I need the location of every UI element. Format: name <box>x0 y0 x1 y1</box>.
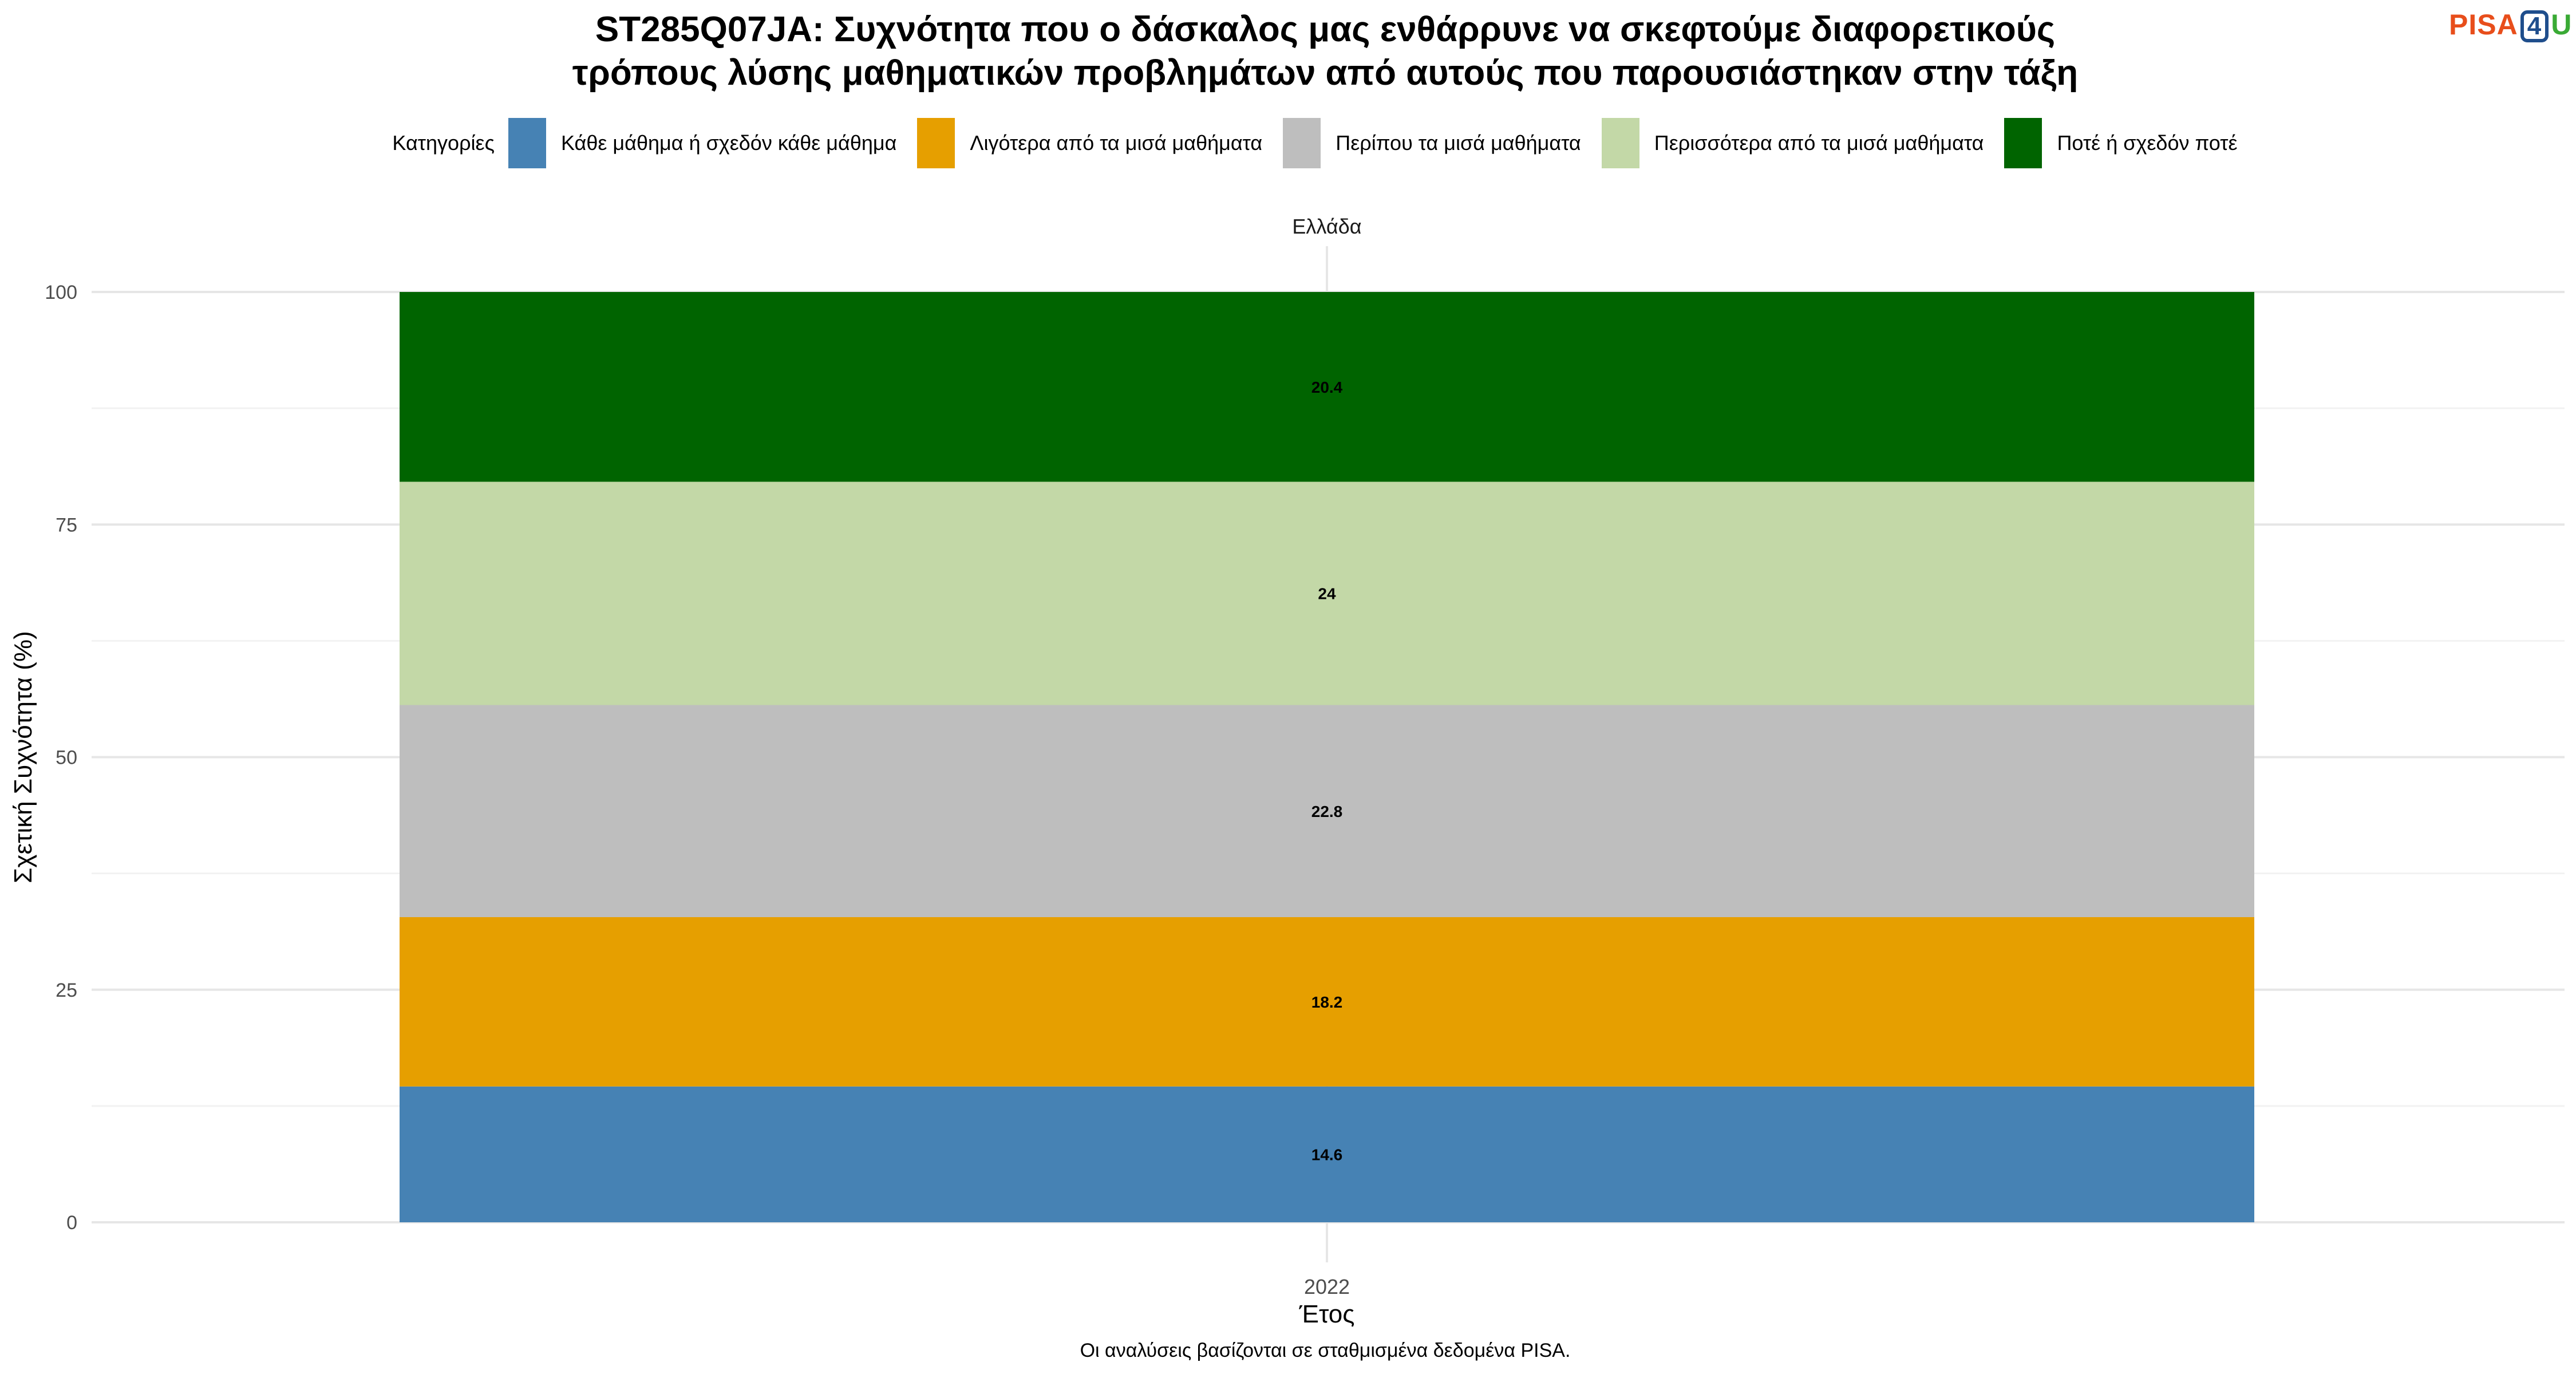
logo-text-4: 4 <box>2520 10 2549 42</box>
logo-text-pisa: PISA <box>2449 9 2518 41</box>
legend-swatch <box>2004 118 2042 168</box>
legend-title: Κατηγορίες <box>392 131 495 155</box>
logo-text-u: U <box>2551 9 2573 41</box>
bar-segment <box>400 917 2254 1087</box>
pisa4u-logo: PISA 4 U <box>2449 8 2572 42</box>
legend-swatch <box>1601 118 1639 168</box>
legend-item-every-lesson: Κάθε μάθημα ή σχεδόν κάθε μάθημα <box>508 118 896 168</box>
data-label: 22.8 <box>1311 803 1343 820</box>
legend-label: Λιγότερα από τα μισά μαθήματα <box>970 131 1263 155</box>
title-line-2: τρόπους λύσης μαθηματικών προβλημάτων απ… <box>572 53 2079 93</box>
legend-item-never: Ποτέ ή σχεδόν ποτέ <box>2004 118 2238 168</box>
legend-swatch <box>508 118 546 168</box>
legend-label: Κάθε μάθημα ή σχεδόν κάθε μάθημα <box>560 131 897 155</box>
data-label: 18.2 <box>1311 993 1343 1011</box>
legend-item-less-than-half: Λιγότερα από τα μισά μαθήματα <box>917 118 1262 168</box>
title-line-1: ST285Q07JA: Συχνότητα που ο δάσκαλος μας… <box>595 10 2056 49</box>
bar-segment <box>400 1086 2254 1222</box>
y-tick-label: 25 <box>56 980 77 1001</box>
data-label: 24 <box>1318 585 1336 603</box>
legend-label: Περίπου τα μισά μαθήματα <box>1336 131 1581 155</box>
bar-segment <box>400 481 2254 705</box>
data-label: 20.4 <box>1311 378 1343 396</box>
facet-label: Ελλάδα <box>1292 215 1361 238</box>
y-tick-label: 0 <box>66 1212 77 1234</box>
legend-label: Ποτέ ή σχεδόν ποτέ <box>2057 131 2238 155</box>
legend-item-about-half: Περίπου τα μισά μαθήματα <box>1283 118 1581 168</box>
legend-swatch <box>1283 118 1321 168</box>
x-tick-label: 2022 <box>1304 1275 1350 1298</box>
legend-label: Περισσότερα από τα μισά μαθήματα <box>1654 131 1984 155</box>
y-tick-label: 100 <box>45 282 77 303</box>
chart-title: ST285Q07JA: Συχνότητα που ο δάσκαλος μας… <box>0 8 2576 95</box>
bar-segment <box>400 705 2254 917</box>
data-label: 14.6 <box>1311 1146 1343 1163</box>
y-axis-title: Σχετική Συχνότητα (%) <box>9 631 37 883</box>
bar-segment <box>400 292 2254 482</box>
caption: Οι αναλύσεις βασίζονται σε σταθμισμένα δ… <box>1080 1340 1571 1361</box>
y-tick-label: 75 <box>56 514 77 536</box>
legend-swatch <box>917 118 955 168</box>
x-axis-title: Έτος <box>1299 1300 1355 1328</box>
y-tick-label: 50 <box>56 747 77 769</box>
legend-item-more-than-half: Περισσότερα από τα μισά μαθήματα <box>1601 118 1984 168</box>
legend: Κατηγορίες Κάθε μάθημα ή σχεδόν κάθε μάθ… <box>0 114 2576 172</box>
